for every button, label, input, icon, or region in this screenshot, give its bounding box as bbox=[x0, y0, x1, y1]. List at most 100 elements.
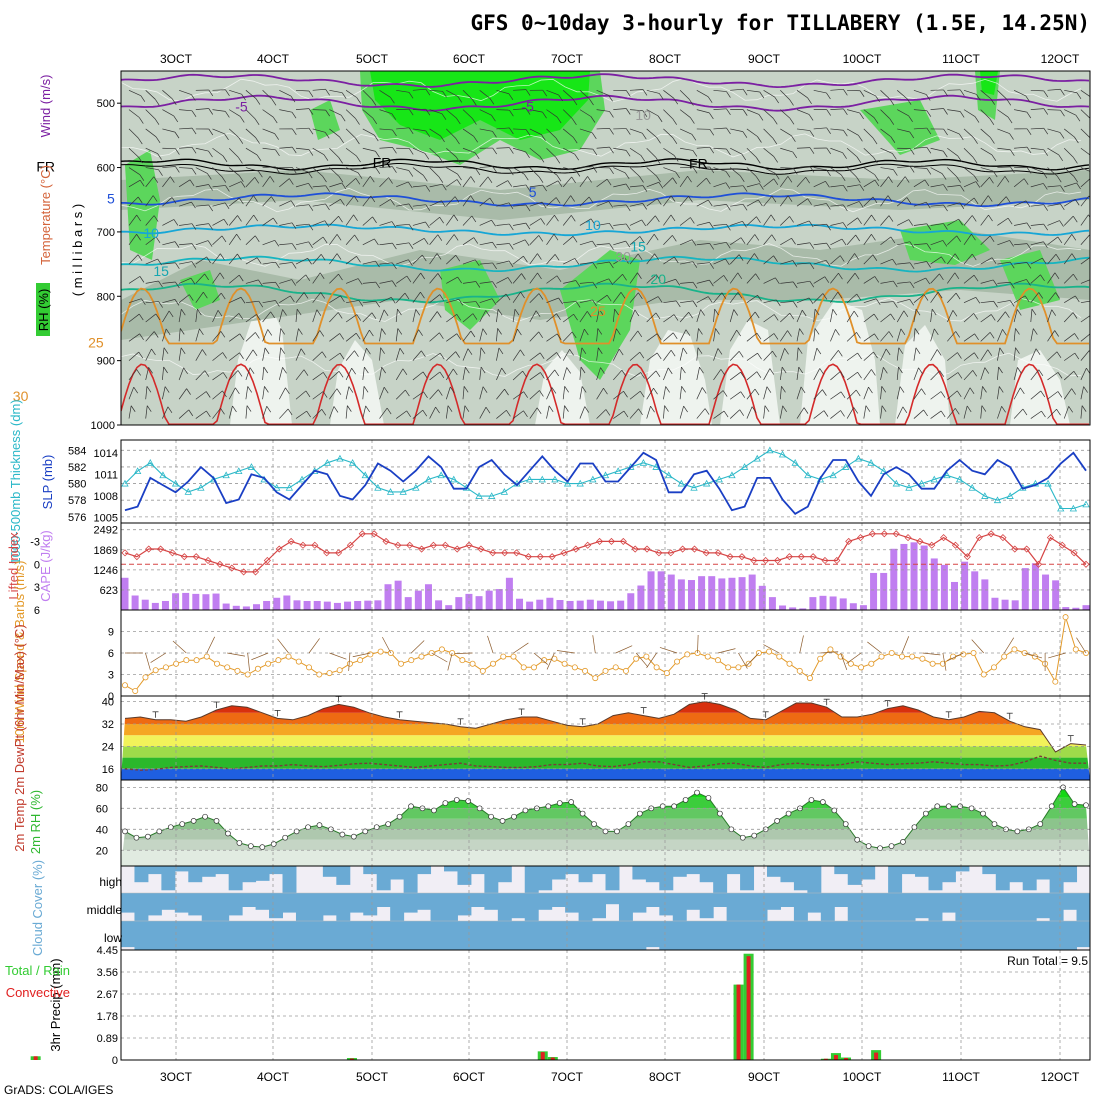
li-line-point bbox=[394, 541, 402, 549]
wind-barb bbox=[412, 350, 422, 361]
cloud-low-cell bbox=[861, 921, 876, 950]
wind-barb-flag bbox=[305, 274, 311, 282]
wind-barb-flag bbox=[472, 99, 477, 106]
wind-barb bbox=[579, 262, 593, 265]
wind-barb-flag bbox=[408, 242, 414, 249]
li-line-point bbox=[785, 553, 793, 561]
wind-barb-flag bbox=[925, 94, 931, 101]
cloud-low-cell bbox=[699, 921, 714, 950]
wind-barb-flag bbox=[982, 386, 987, 393]
surface-wind-barb bbox=[1003, 637, 1015, 654]
wind-speed-line-point bbox=[858, 664, 865, 671]
wind-barb bbox=[212, 147, 224, 157]
wind-barb-flag bbox=[791, 135, 796, 142]
wind-barb-flag bbox=[957, 372, 963, 379]
wind-barb-flag bbox=[972, 370, 978, 377]
wind-barb-flag bbox=[909, 299, 915, 306]
wind-barb bbox=[646, 215, 656, 226]
rh-point bbox=[751, 832, 758, 839]
wind-barb-flag bbox=[581, 347, 587, 354]
wind-barb bbox=[179, 127, 193, 130]
wind-barb bbox=[529, 253, 538, 265]
cape-bar bbox=[414, 590, 422, 610]
wind-barb bbox=[913, 89, 927, 95]
wind-barb-flag bbox=[606, 294, 612, 302]
dry-region bbox=[800, 300, 880, 425]
wind-barb-flag bbox=[325, 185, 330, 192]
cape-bar bbox=[910, 542, 918, 610]
wind-barb-flag bbox=[742, 131, 748, 138]
thickness-line-point bbox=[488, 492, 496, 499]
wind-barb-flag bbox=[222, 155, 228, 163]
surface-wind-barb bbox=[251, 652, 269, 661]
wind-barb-flag bbox=[554, 369, 560, 377]
wind-barb-flag bbox=[308, 241, 313, 248]
wind-barb bbox=[813, 389, 823, 400]
wind-barb bbox=[880, 109, 891, 119]
wind-barb-flag bbox=[654, 253, 659, 260]
wind-barb bbox=[796, 128, 810, 131]
li-line-point bbox=[560, 549, 568, 557]
cloud-low-cell bbox=[282, 921, 297, 950]
wind-barb-flag bbox=[290, 295, 295, 303]
temp-tick: 16 bbox=[102, 764, 114, 776]
rh-point bbox=[190, 818, 197, 824]
wind-barb bbox=[596, 347, 599, 361]
cloud-low-cell bbox=[188, 921, 203, 950]
wind-barb-flag bbox=[999, 347, 1005, 355]
cloud-low-cell bbox=[605, 921, 620, 950]
cloud-middle-cell bbox=[215, 893, 230, 921]
thickness-line-point bbox=[412, 483, 420, 491]
wind-barb-flag bbox=[976, 94, 981, 101]
wind-barb-flag bbox=[822, 389, 827, 396]
wind-barb-flag bbox=[447, 405, 453, 412]
surface-wind-barb bbox=[946, 652, 964, 662]
wind-speed-line-point bbox=[459, 657, 466, 664]
cape-bar bbox=[141, 599, 149, 610]
wind-barb bbox=[1047, 128, 1061, 133]
wind-speed-line-point bbox=[582, 667, 589, 674]
wind-barb-flag bbox=[470, 330, 476, 338]
wind-barb-flag bbox=[558, 297, 563, 305]
wind-barb bbox=[729, 329, 737, 342]
wind-barb-flag bbox=[253, 195, 258, 202]
wind-barb bbox=[579, 166, 593, 168]
wind-barb bbox=[262, 147, 276, 151]
wind-barb-flag bbox=[492, 166, 497, 173]
cloud-middle-cell bbox=[242, 893, 257, 907]
wind-barb-flag bbox=[390, 97, 395, 104]
wind-barb-flag bbox=[422, 371, 428, 379]
wind-barb-flag bbox=[339, 352, 345, 360]
li-line-point bbox=[679, 545, 687, 553]
wind-barb bbox=[228, 215, 238, 226]
cloud-middle-cell bbox=[767, 893, 781, 910]
precip-convective-bar bbox=[736, 984, 741, 1060]
wind-barb bbox=[679, 366, 682, 380]
wind-barb bbox=[1047, 167, 1058, 177]
wind-barb-flag bbox=[204, 370, 210, 377]
cloud-high-cell bbox=[982, 866, 997, 875]
wind-barb-flag bbox=[224, 202, 230, 210]
wind-barb-flag bbox=[338, 273, 343, 281]
wind-barb bbox=[429, 234, 439, 246]
wind-barb bbox=[212, 408, 221, 419]
wind-barb-flag bbox=[835, 329, 840, 336]
wind-barb bbox=[462, 90, 473, 100]
rh-point bbox=[213, 818, 220, 824]
wind-barb bbox=[997, 109, 1009, 118]
cloud-high-cell bbox=[847, 866, 862, 885]
contour-label: 25 bbox=[590, 303, 606, 319]
cape-bar bbox=[1031, 563, 1039, 610]
wind-barb bbox=[613, 108, 627, 110]
wind-barb-flag bbox=[924, 179, 930, 187]
bottom-date-label: 11OCT bbox=[942, 1070, 980, 1084]
wind-barb bbox=[362, 147, 376, 152]
wind-barb-flag bbox=[787, 330, 792, 337]
cloud-high-cell bbox=[201, 866, 216, 877]
wind-barb-flag bbox=[742, 109, 748, 116]
cloud-high-cell bbox=[807, 866, 822, 893]
wind-barb-flag bbox=[1074, 352, 1080, 360]
wind-barb-flag bbox=[473, 237, 479, 244]
wind-barb bbox=[345, 167, 359, 174]
wind-barb bbox=[729, 351, 740, 361]
